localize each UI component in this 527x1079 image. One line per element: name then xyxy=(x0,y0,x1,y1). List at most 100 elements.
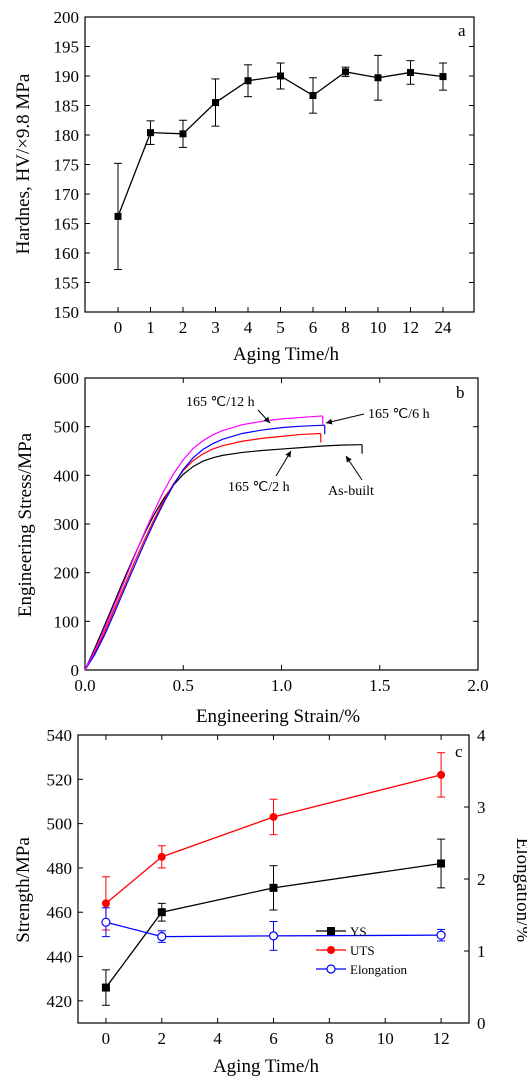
panel-a-data-point xyxy=(244,77,252,85)
annotation-as-built: As-built xyxy=(328,484,374,499)
panel-c-y2-tick-label: 1 xyxy=(477,942,486,961)
panel-c-line-elongation xyxy=(105,921,442,938)
legend-label-uts: UTS xyxy=(350,943,375,958)
panel-a-data-point xyxy=(309,91,317,99)
panel-c-elongation-point xyxy=(157,931,167,942)
panel-c-uts-point xyxy=(157,852,166,861)
panel-b-x-tick-label: 1.0 xyxy=(271,676,292,695)
panel-a-frame xyxy=(84,16,475,313)
annotation-165c-12h: 165 ℃/12 h xyxy=(186,395,255,410)
panel-c-elongation-point xyxy=(268,931,279,941)
panel-a-x-tick-label: 6 xyxy=(309,318,318,337)
panel-a-y-tick-label: 185 xyxy=(54,97,80,116)
panel-a-data-point xyxy=(114,212,122,220)
panel-b-plot-area: 0 100 200 300 400 500 600 0.0 0.5 1.0 1.5 2.0 xyxy=(54,369,489,695)
panel-b-y-tick-label: 400 xyxy=(54,466,80,485)
panel-c-x-tick-label: 2 xyxy=(158,1029,167,1048)
panel-a-x-tick-label: 1 xyxy=(146,318,155,337)
panel-c-y2-tick-label: 2 xyxy=(477,870,486,889)
panel-a-x-tick-label: 4 xyxy=(244,318,253,337)
legend-label-elongation: Elongation xyxy=(350,962,408,977)
panel-c-y2-tick-label: 3 xyxy=(477,798,486,817)
panel-b-x-tick-label: 1.5 xyxy=(369,676,390,695)
panel-a-hardness-line xyxy=(117,71,444,217)
panel-c-y2-tick-label: 0 xyxy=(477,1014,486,1033)
panel-b-curve-3 xyxy=(84,415,323,671)
panel-c-y-tick-label: 540 xyxy=(47,726,73,745)
panel-c-legend: YS UTS Elongation xyxy=(316,924,408,977)
panel-a-x-tick-label: 5 xyxy=(276,318,285,337)
panel-a-x-tick-label: 10 xyxy=(370,318,387,337)
annotation-165c-6h: 165 ℃/6 h xyxy=(368,407,430,422)
panel-a-y-tick-label: 175 xyxy=(54,156,80,175)
panel-c-y-tick-label: 480 xyxy=(47,859,73,878)
panel-c-y-axis-label: Strength/MPa xyxy=(13,837,34,943)
panel-b-y-tick-label: 200 xyxy=(54,564,80,583)
panel-b-y-tick-label: 600 xyxy=(54,369,80,388)
panel-a-data-point xyxy=(277,72,284,80)
panel-c-y2-axis-label: Elongation/% xyxy=(512,838,527,943)
panel-c-ys-point xyxy=(101,983,110,992)
panel-b-curve-1 xyxy=(84,432,321,671)
panel-b-y-axis-label: Engineering Stress/MPa xyxy=(15,432,36,617)
panel-c-x-tick-label: 8 xyxy=(325,1029,334,1048)
annotation-165c-2h: 165 ℃/2 h xyxy=(228,480,290,495)
panel-c-label: c xyxy=(455,742,463,761)
panel-b-y-tick-label: 300 xyxy=(54,515,80,534)
panel-a-data-point xyxy=(439,73,447,81)
panel-b-x-tick-label: 0.0 xyxy=(74,676,95,695)
panel-b-y-tick-label: 500 xyxy=(54,418,80,437)
panel-a-data-point xyxy=(147,129,154,137)
panel-a-data-point xyxy=(342,68,349,76)
panel-a-y-tick-label: 180 xyxy=(54,126,80,145)
panel-a-data-point xyxy=(374,74,382,82)
panel-a-data-point xyxy=(407,68,414,76)
panel-c-elongation-point xyxy=(436,930,446,940)
panel-b-y-tick-label: 0 xyxy=(71,661,80,680)
panel-a-y-tick-label: 165 xyxy=(54,215,80,234)
panel-a-y-axis-label: Hardnes, HV/×9.8 MPa xyxy=(13,73,34,254)
annotation-arrows xyxy=(257,409,365,481)
panel-c-y-tick-label: 440 xyxy=(47,948,73,967)
panel-c-uts-point xyxy=(101,899,110,908)
panel-a-x-tick-label: 2 xyxy=(179,318,188,337)
panel-a-y-tick-label: 190 xyxy=(54,67,80,86)
panel-c-uts-point xyxy=(437,770,446,779)
panel-c-y-tick-label: 500 xyxy=(47,815,73,834)
panel-c-uts-point xyxy=(269,812,278,821)
panel-a-y-tick-label: 200 xyxy=(54,8,80,27)
panel-b-x-axis-label: Engineering Strain/% xyxy=(196,706,360,727)
panel-c-x-tick-label: 10 xyxy=(377,1029,394,1048)
panel-a-y-tick-label: 155 xyxy=(54,274,80,293)
panel-c-x-tick-label: 0 xyxy=(102,1029,111,1048)
panel-c-ys-point xyxy=(269,883,278,892)
panel-c-x-tick-label: 4 xyxy=(213,1029,222,1048)
panel-a-x-tick-label: 3 xyxy=(211,318,220,337)
panel-b-stress-strain: 0 100 200 300 400 500 600 0.0 0.5 1.0 1.5 2.0 b Eng… xyxy=(15,369,489,727)
panel-b-x-tick-label: 2.0 xyxy=(467,676,488,695)
panel-c-x-tick-label: 12 xyxy=(433,1029,450,1048)
panel-a-x-axis-label: Aging Time/h xyxy=(233,344,340,365)
panel-a-y-tick-label: 195 xyxy=(54,38,80,57)
panel-a-data-point xyxy=(179,130,187,138)
panel-b-label: b xyxy=(456,383,465,402)
legend-label-ys: YS xyxy=(350,924,367,939)
panel-a-x-tick-label: 24 xyxy=(435,318,453,337)
panel-a-y-tick-label: 150 xyxy=(54,303,80,322)
panel-a-x-tick-label: 12 xyxy=(402,318,419,337)
legend-marker-ys xyxy=(327,927,335,935)
panel-c-ys-point xyxy=(437,859,446,868)
panel-c-line-ys xyxy=(105,862,442,988)
panel-c-line-uts xyxy=(105,774,442,904)
panel-c-y2-tick-label: 4 xyxy=(477,726,486,745)
legend-marker-uts xyxy=(327,946,335,954)
panel-b-x-tick-label: 0.5 xyxy=(173,676,194,695)
panel-b-y-tick-label: 100 xyxy=(54,612,80,631)
panel-c-y-tick-label: 520 xyxy=(47,770,73,789)
panel-a-x-tick-label: 0 xyxy=(114,318,123,337)
